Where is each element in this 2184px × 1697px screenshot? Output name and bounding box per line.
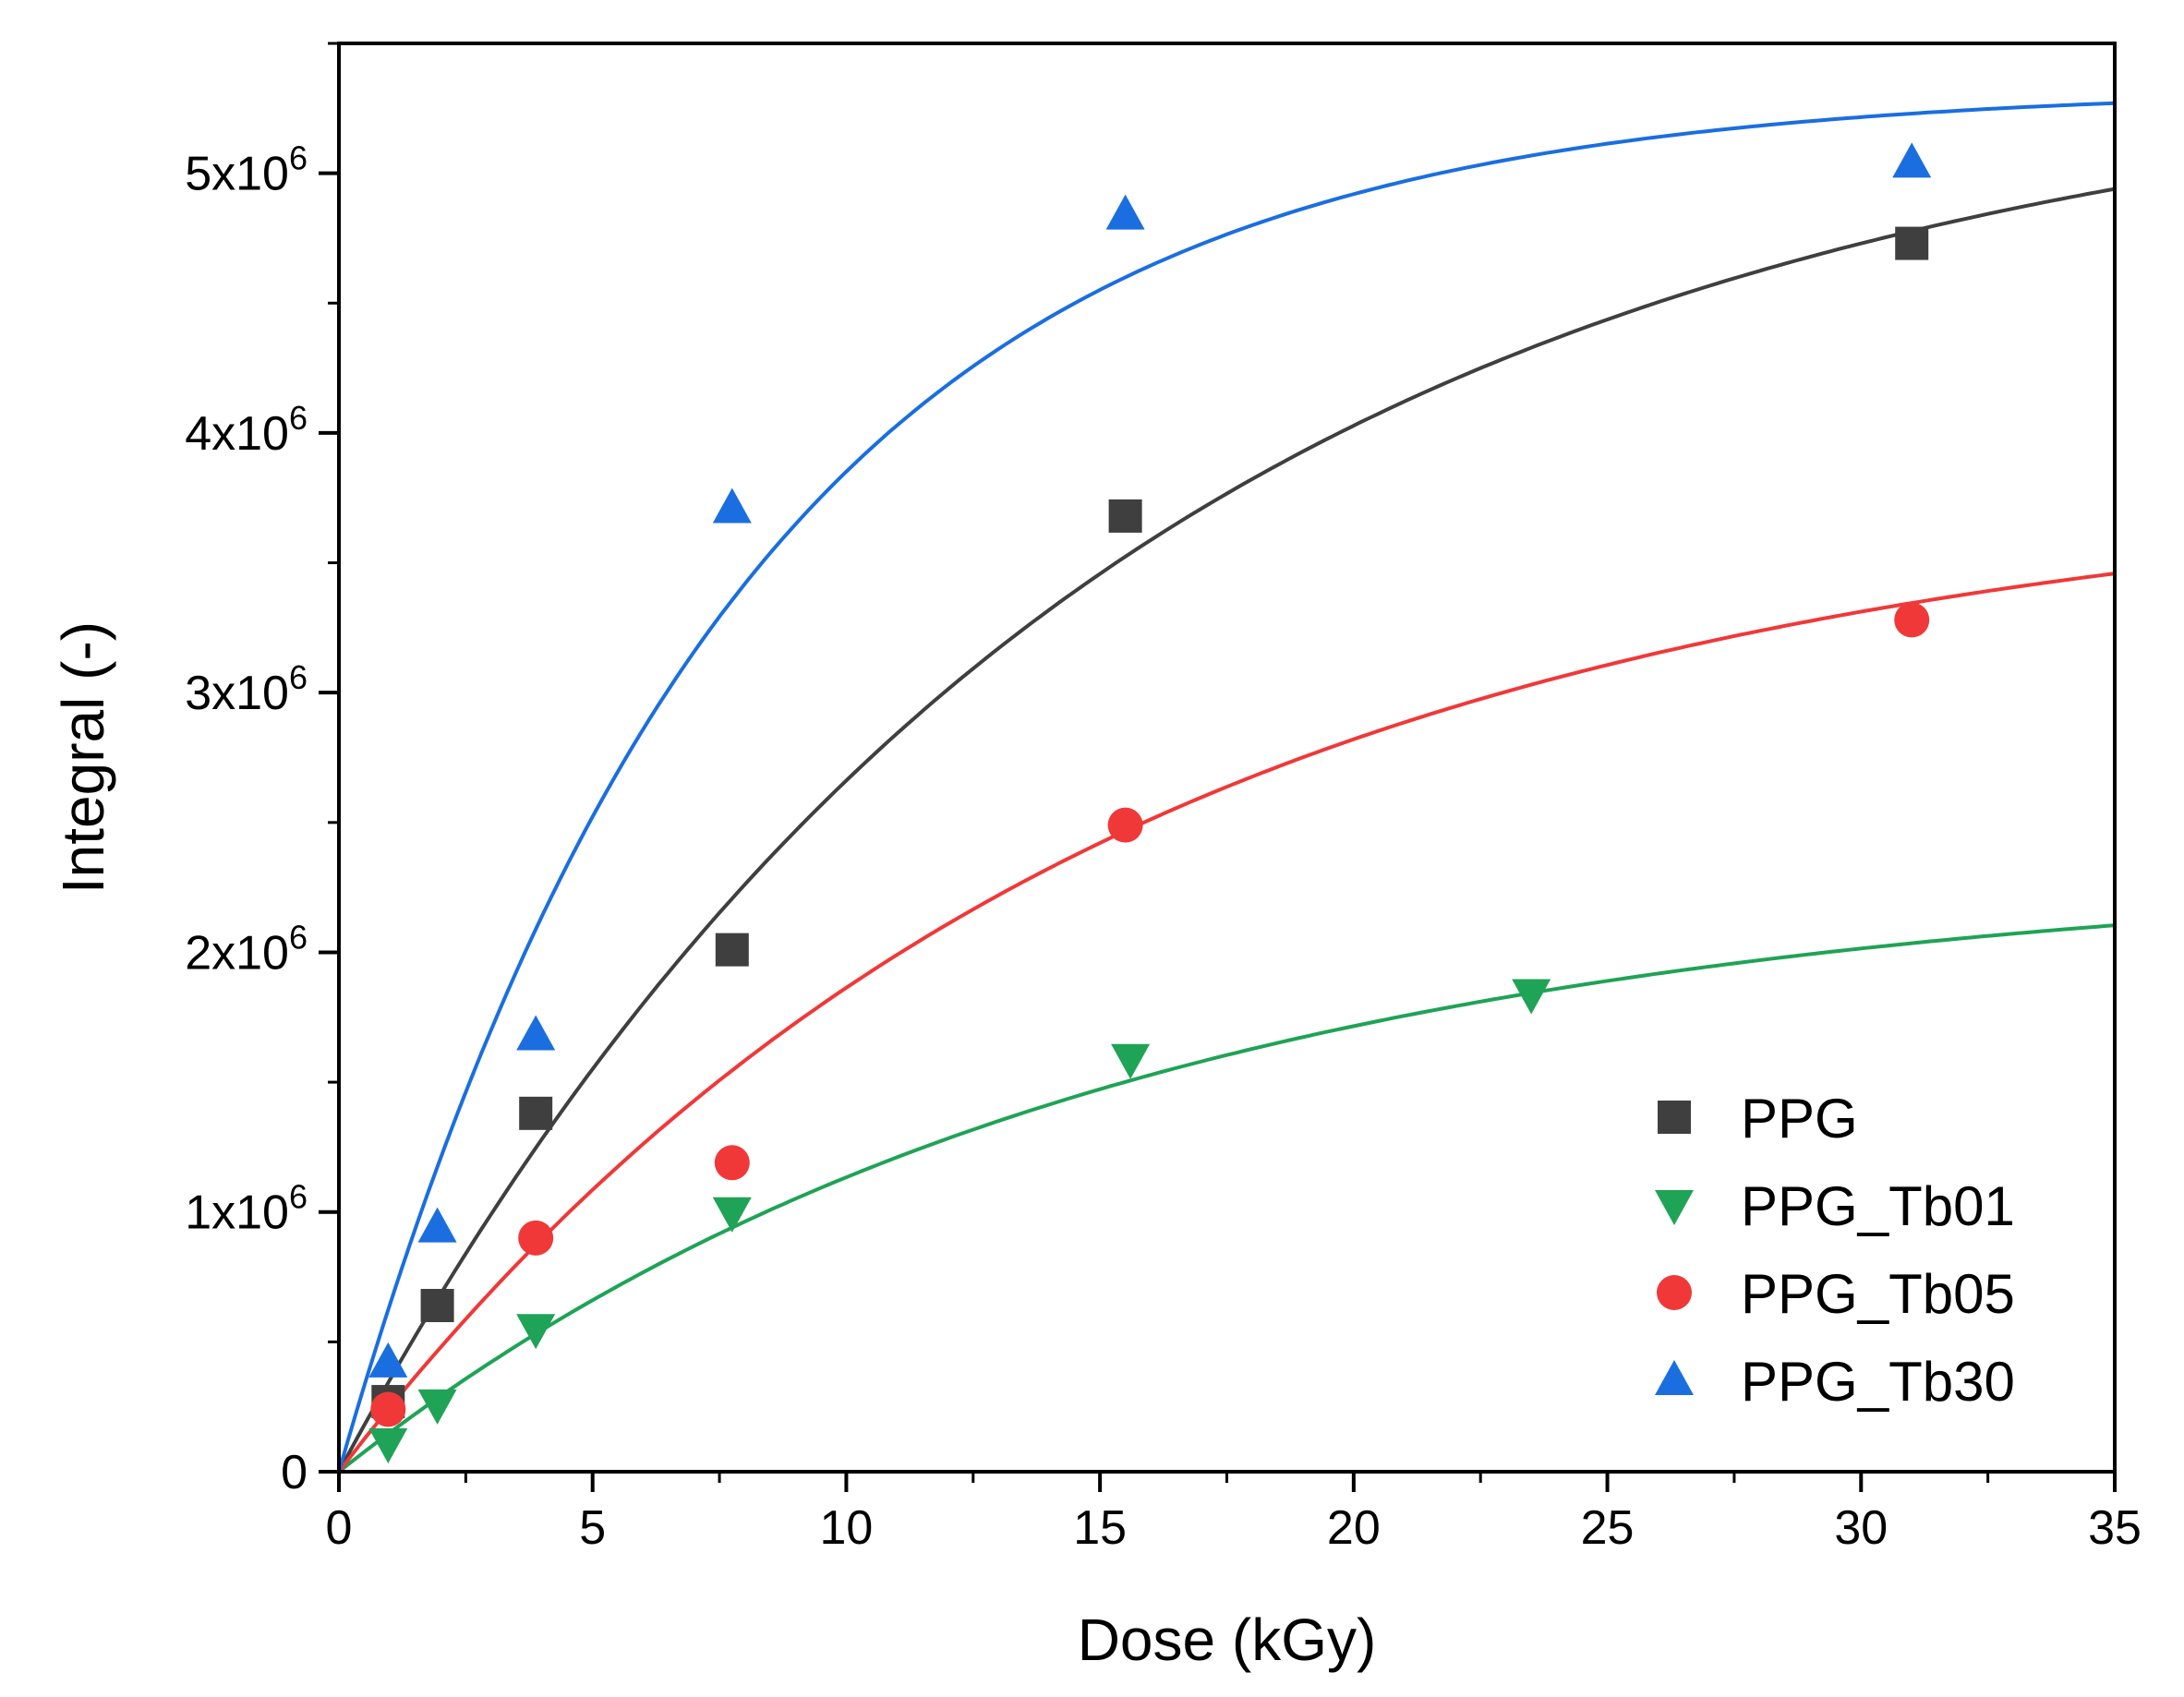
y-tick-label: 3x106	[185, 658, 308, 720]
x-tick-label: 35	[2088, 1501, 2142, 1555]
data-point-ppg_tb01	[1512, 979, 1551, 1015]
data-point-ppg_tb01	[516, 1314, 556, 1350]
data-point-ppg_tb30	[417, 1207, 457, 1243]
y-tick-label: 2x106	[185, 918, 308, 980]
data-point-ppg_tb01	[712, 1197, 752, 1233]
legend-label: PPG_Tb05	[1741, 1263, 2015, 1325]
legend-label: PPG	[1741, 1088, 1858, 1149]
data-point-ppg_tb05	[714, 1145, 750, 1181]
data-point-ppg	[519, 1096, 553, 1130]
x-tick-label: 25	[1581, 1501, 1635, 1555]
data-point-ppg_tb30	[1105, 194, 1145, 230]
data-point-ppg_tb30	[1892, 142, 1932, 178]
data-point-ppg_tb05	[1107, 807, 1143, 843]
data-point-ppg	[420, 1288, 454, 1322]
fit-curve-ppg_tb05	[339, 572, 2115, 1472]
y-tick-label: 5x106	[185, 139, 308, 201]
x-tick-label: 15	[1073, 1501, 1127, 1555]
fit-curve-ppg_tb30	[339, 101, 2115, 1472]
data-point-ppg_tb05	[370, 1391, 406, 1427]
legend-marker-ppg_tb05	[1657, 1275, 1692, 1310]
data-point-ppg	[1895, 226, 1929, 260]
y-axis-label: Integral (-)	[50, 621, 116, 894]
y-tick-label: 0	[281, 1446, 308, 1499]
data-point-ppg_tb30	[516, 1015, 556, 1051]
x-tick-label: 30	[1834, 1501, 1888, 1555]
data-point-ppg	[1108, 499, 1142, 533]
plot-area	[339, 101, 2115, 1472]
plot-frame	[337, 42, 2117, 1474]
data-point-ppg_tb01	[368, 1428, 408, 1464]
legend-marker-ppg	[1658, 1101, 1691, 1134]
data-point-ppg_tb05	[518, 1220, 554, 1256]
x-tick-label: 0	[326, 1501, 353, 1555]
data-point-ppg	[715, 933, 749, 967]
data-point-ppg_tb01	[417, 1389, 457, 1425]
x-axis-label: Dose (kGy)	[1078, 1607, 1377, 1673]
y-tick-label: 1x106	[185, 1178, 308, 1240]
data-point-ppg_tb30	[368, 1342, 408, 1378]
data-point-ppg_tb05	[1894, 602, 1930, 638]
y-tick-label: 4x106	[185, 399, 308, 461]
legend-label: PPG_Tb30	[1741, 1351, 2015, 1413]
x-tick-label: 20	[1327, 1501, 1381, 1555]
data-points	[368, 142, 1932, 1464]
fit-curve-ppg_tb01	[339, 923, 2115, 1472]
x-tick-label: 5	[579, 1501, 606, 1555]
x-tick-label: 10	[820, 1501, 874, 1555]
data-point-ppg_tb01	[1111, 1043, 1151, 1079]
legend-label: PPG_Tb01	[1741, 1175, 2015, 1237]
tick-labels: 0 5 10 15 20 25 30 35 0 1x106 2x106 3x106 4x106 5x106	[185, 139, 2142, 1555]
legend-marker-ppg_tb01	[1655, 1190, 1694, 1225]
legend: PPG PPG_Tb01 PPG_Tb05 PPG_Tb30	[1655, 1088, 2015, 1413]
legend-marker-ppg_tb30	[1655, 1360, 1694, 1395]
data-point-ppg_tb30	[712, 487, 752, 524]
fit-curve-ppg	[339, 187, 2115, 1472]
